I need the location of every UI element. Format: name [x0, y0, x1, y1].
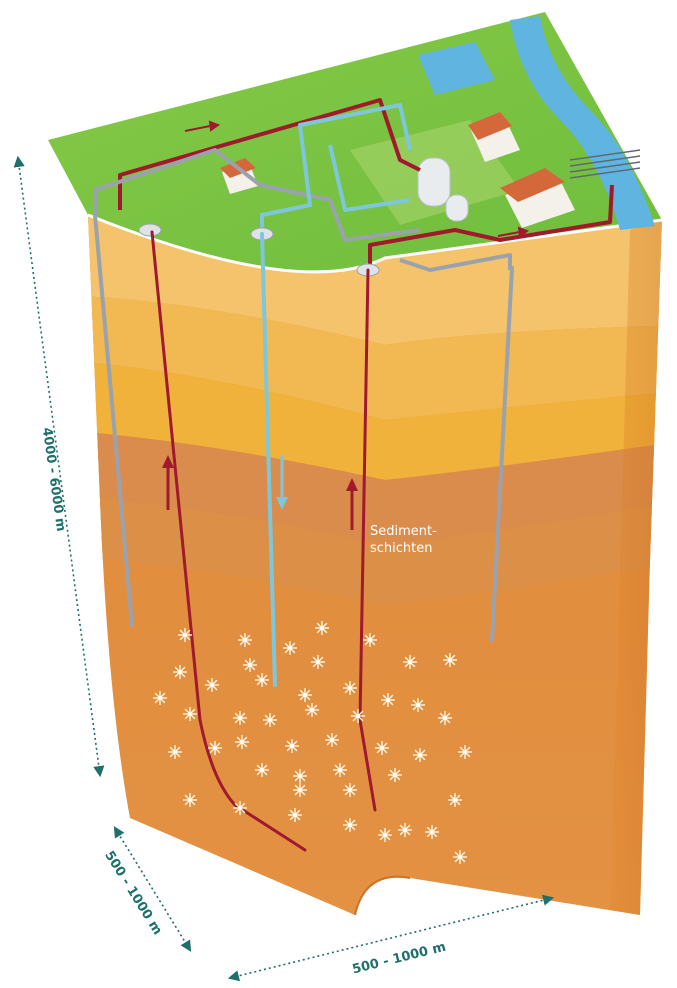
sparkle-icon [403, 655, 417, 669]
arrow-icon [276, 455, 288, 510]
sparkle-icon [255, 763, 269, 777]
borehole-cold [260, 232, 277, 687]
sparkle-icon [315, 621, 329, 635]
sparkle-icon [311, 655, 325, 669]
sparkle-icon [283, 641, 297, 655]
sparkle-icon [233, 801, 247, 815]
sparkle-icon [343, 681, 357, 695]
sparkle-icon [243, 658, 257, 672]
width-right-label: 500 - 1000 m [351, 940, 448, 978]
sparkle-icon [305, 703, 319, 717]
sparkle-icon [343, 783, 357, 797]
surface-pipe-cold [260, 103, 412, 232]
depth-label: 4000 - 6000 m [39, 427, 68, 533]
sparkle-icon [325, 733, 339, 747]
sparkle-icon [208, 741, 222, 755]
sparkle-icon [298, 688, 312, 702]
sparkle-icon [263, 713, 277, 727]
layer-label-line2: schichten [370, 541, 433, 556]
dimension-depth: 4000 - 6000 m [13, 155, 105, 778]
sparkle-icon [255, 673, 269, 687]
grass-surface [48, 12, 662, 272]
sparkle-icon [453, 850, 467, 864]
river [510, 16, 655, 230]
sparkle-icon [233, 711, 247, 725]
sparkle-icon [183, 793, 197, 807]
house-icon [500, 168, 575, 228]
wellhead-1 [138, 223, 162, 237]
layer-band-5 [88, 495, 662, 605]
surface-pipe-hot [368, 184, 614, 265]
dimension-width-right: 500 - 1000 m [227, 894, 555, 982]
sparkle-icon [458, 745, 472, 759]
layer-band-2 [88, 295, 662, 420]
sparkle-icon [413, 748, 427, 762]
sparkle-icon [363, 633, 377, 647]
sparkle-icon [235, 735, 249, 749]
arrow-icon [497, 226, 530, 238]
boreholes [93, 213, 514, 852]
borehole-hot-right [358, 268, 377, 812]
layer-band-4 [88, 430, 662, 545]
sparkle-icon [205, 678, 219, 692]
sparkle-icon [381, 693, 395, 707]
borehole-hot-left [150, 230, 307, 852]
sparkle-icon [343, 818, 357, 832]
sparkle-icon [398, 823, 412, 837]
sparkle-icon [388, 768, 402, 782]
sparkle-icon [293, 769, 307, 783]
surface-pipes [93, 98, 614, 272]
sparkle-icon [173, 665, 187, 679]
layer-band-3 [88, 360, 662, 480]
surface-pipe-grey [399, 253, 512, 272]
sparkle-icon [411, 698, 425, 712]
sparkle-icon [238, 633, 252, 647]
right-face [610, 220, 662, 915]
surface-pipe-hot [118, 98, 421, 210]
dimension-width-left: 500 - 1000 m [101, 826, 192, 952]
sparkle-icon [425, 825, 439, 839]
sparkle-icon [375, 741, 389, 755]
sparkle-icon [378, 828, 392, 842]
sparkle-icon [438, 711, 452, 725]
sparkle-icon [285, 739, 299, 753]
arrow-icon [184, 120, 221, 132]
surface-pipe-cold [328, 144, 411, 212]
sparkle-icon [333, 763, 347, 777]
power-line-icon [569, 149, 641, 179]
borehole-grey-right [490, 266, 514, 642]
arrow-icon [346, 478, 358, 530]
sparkle-icon [153, 691, 167, 705]
sparkle-icon [178, 628, 192, 642]
sparkle-icon [168, 745, 182, 759]
arrow-icon [162, 455, 174, 510]
sparkle-icon [293, 783, 307, 797]
sparkle-icon [443, 653, 457, 667]
pond [418, 42, 495, 95]
reservoir-sparkles [153, 621, 472, 864]
sparkle-icon [288, 808, 302, 822]
sparkle-icon [351, 709, 365, 723]
layer-label-line1: Sediment- [370, 524, 437, 539]
surface [48, 12, 663, 277]
sparkle-icon [448, 793, 462, 807]
house-icon [468, 112, 520, 162]
sparkle-icon [183, 707, 197, 721]
tank-icon [417, 157, 469, 222]
